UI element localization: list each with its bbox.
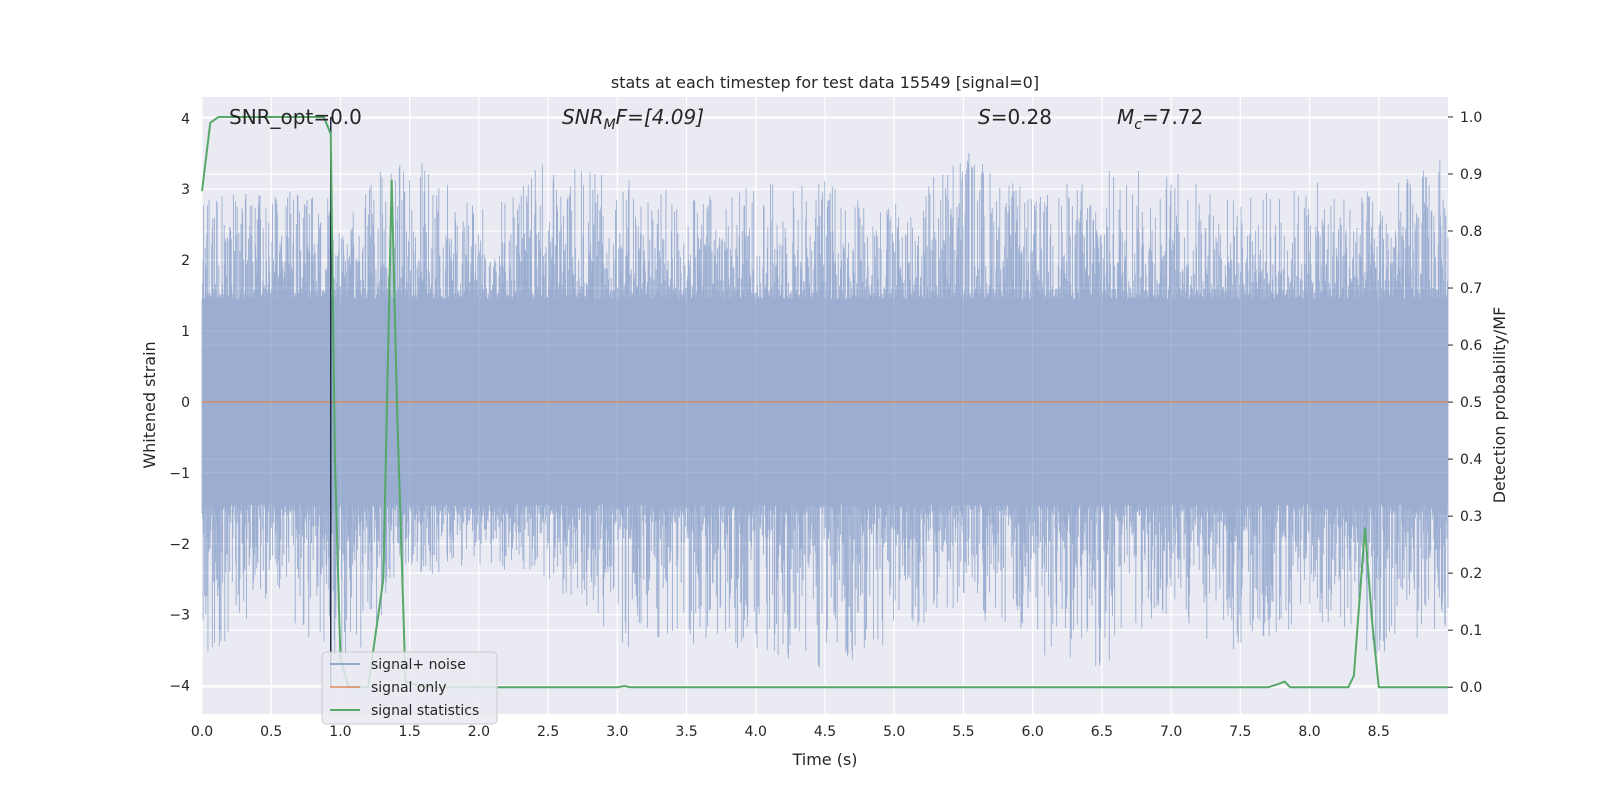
x-tick-label: 0.5 xyxy=(260,724,282,740)
x-tick-labels: 0.0 0.5 1.0 1.5 2.0 2.5 3.0 3.5 4.0 4.5 5.0 5.5 6.0 6… xyxy=(191,724,1390,740)
x-tick-label: 1.0 xyxy=(329,724,351,740)
x-tick-label: 7.0 xyxy=(1160,724,1182,740)
y2-tick-label: 0.4 xyxy=(1460,452,1482,468)
x-tick-label: 5.0 xyxy=(883,724,905,740)
legend: signal+ noise signal only signal statist… xyxy=(321,651,498,725)
y2-tick-label: 0.6 xyxy=(1460,338,1482,354)
chart-title: stats at each timestep for test data 155… xyxy=(611,73,1039,92)
y2-tick-label: 0.9 xyxy=(1460,167,1482,183)
y-tick-label: 1 xyxy=(181,324,190,340)
mc-sub: c xyxy=(1134,117,1142,133)
y2-tick-label: 0.1 xyxy=(1460,623,1482,639)
y2-tick-label: 0.2 xyxy=(1460,566,1482,582)
x-tick-label: 8.0 xyxy=(1298,724,1320,740)
s-rest: =0.28 xyxy=(991,105,1052,129)
snr-mf-rest: F=[4.09] xyxy=(616,105,704,129)
annotation-s: S=0.28 xyxy=(978,105,1052,129)
y2-tick-label: 0.3 xyxy=(1460,509,1482,525)
y2-tick-label: 0.0 xyxy=(1460,680,1482,696)
y2-axis-label: Detection probability/MF xyxy=(1490,307,1509,504)
y-tick-label: 2 xyxy=(181,253,190,269)
x-tick-label: 7.5 xyxy=(1229,724,1251,740)
x-tick-label: 3.5 xyxy=(675,724,697,740)
x-tick-label: 6.5 xyxy=(1091,724,1113,740)
x-tick-label: 0.0 xyxy=(191,724,213,740)
legend-box xyxy=(321,651,498,725)
x-axis-label: Time (s) xyxy=(791,750,857,769)
x-tick-label: 8.5 xyxy=(1368,724,1390,740)
y-axis-label: Whitened strain xyxy=(140,341,159,468)
y-tick-label: −2 xyxy=(169,537,190,553)
series-signal-statistics xyxy=(201,115,1448,689)
x-tick-label: 5.5 xyxy=(952,724,974,740)
x-tick-label: 3.0 xyxy=(606,724,628,740)
legend-label-noise: signal+ noise xyxy=(371,657,466,673)
y-tick-label: −3 xyxy=(169,608,190,624)
x-tick-label: 2.5 xyxy=(537,724,559,740)
y2-tick-labels: 1.0 0.9 0.8 0.7 0.6 0.5 0.4 0.3 0.2 0.1 0.0 xyxy=(1448,110,1482,696)
x-tick-label: 1.5 xyxy=(399,724,421,740)
snr-mf-main: SNR xyxy=(562,105,604,129)
annotation-snr-mf: SNRMF=[4.09] xyxy=(562,105,704,133)
y2-tick-label: 0.5 xyxy=(1460,395,1482,411)
y-tick-label: −4 xyxy=(169,679,190,695)
annotation-snr-opt: SNR_opt=0.0 xyxy=(229,105,362,129)
legend-label-signal-only: signal only xyxy=(371,680,446,696)
snr-mf-sub: M xyxy=(604,117,616,133)
y-tick-label: −1 xyxy=(169,466,190,482)
y-tick-label: 3 xyxy=(181,182,190,198)
statistics-line xyxy=(201,115,1448,689)
annotation-mc: Mc=7.72 xyxy=(1117,105,1203,133)
y2-tick-label: 1.0 xyxy=(1460,110,1482,126)
y-tick-labels: 4 3 2 1 0 −1 −2 −3 −4 xyxy=(169,111,190,694)
y-tick-label: 0 xyxy=(181,395,190,411)
y-tick-label: 4 xyxy=(181,111,190,127)
x-tick-label: 2.0 xyxy=(468,724,490,740)
x-tick-label: 4.0 xyxy=(745,724,767,740)
x-tick-label: 4.5 xyxy=(814,724,836,740)
x-tick-label: 6.0 xyxy=(1022,724,1044,740)
y2-tick-label: 0.7 xyxy=(1460,281,1482,297)
y2-tick-label: 0.8 xyxy=(1460,224,1482,240)
mc-rest: =7.72 xyxy=(1142,105,1203,129)
legend-label-statistics: signal statistics xyxy=(371,703,479,719)
mc-main: M xyxy=(1117,105,1134,129)
s-main: S xyxy=(978,105,991,129)
